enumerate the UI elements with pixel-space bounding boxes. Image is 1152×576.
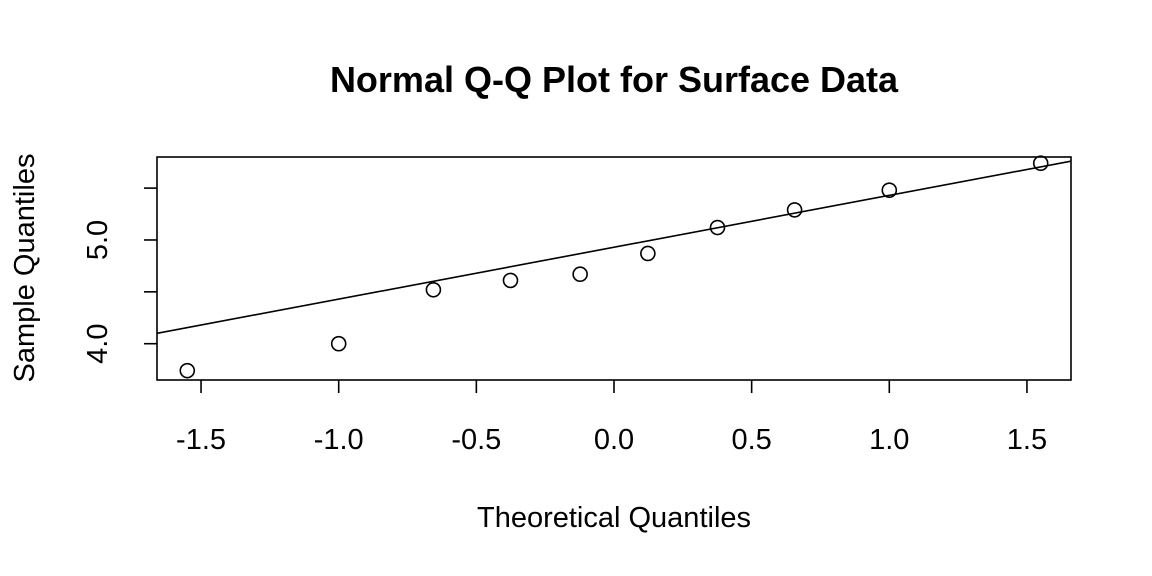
- plot-area: [157, 155, 1071, 379]
- qq-reference-line: [157, 160, 1071, 335]
- y-tick-label: 4.0: [82, 324, 114, 364]
- y-axis-label: Sample Quantiles: [9, 154, 41, 383]
- y-axis: 4.0 5.0: [82, 187, 157, 364]
- data-point: [786, 202, 803, 218]
- data-point: [179, 362, 196, 379]
- data-point: [640, 245, 656, 262]
- data-point: [881, 182, 898, 198]
- data-point: [425, 281, 442, 298]
- x-tick-label: -0.5: [451, 424, 501, 456]
- x-tick-label: 1.5: [1007, 424, 1047, 456]
- x-axis: -1.5 -1.0 -0.5 0.0 0.5 1.0 1.5: [176, 380, 1047, 456]
- x-axis-label: Theoretical Quantiles: [477, 502, 751, 534]
- data-point: [330, 335, 347, 352]
- chart-title: Normal Q-Q Plot for Surface Data: [330, 59, 899, 100]
- data-point: [1032, 155, 1049, 172]
- x-tick-label: -1.0: [314, 424, 364, 456]
- y-tick-label: 5.0: [82, 220, 114, 260]
- x-tick-label: 1.0: [869, 424, 909, 456]
- data-point: [572, 266, 588, 283]
- x-tick-label: 0.5: [731, 424, 771, 456]
- x-tick-label: 0.0: [594, 424, 634, 456]
- plot-frame: [156, 156, 1072, 381]
- x-tick-label: -1.5: [176, 424, 226, 456]
- data-point: [709, 219, 726, 236]
- data-point: [502, 272, 519, 289]
